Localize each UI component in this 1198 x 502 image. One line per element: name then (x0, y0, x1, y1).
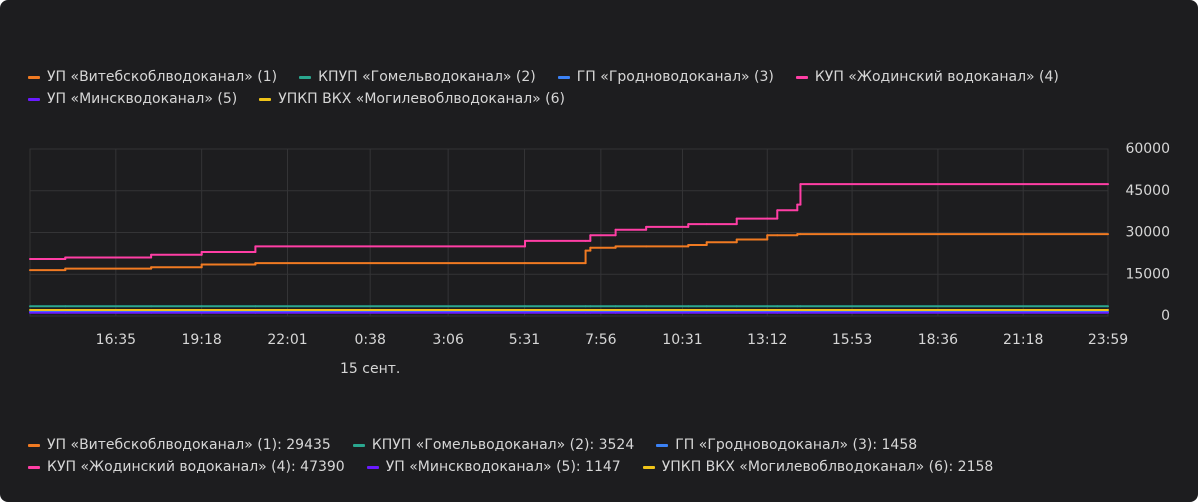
y-tick-label: 15000 (1125, 266, 1170, 282)
legend-values: УП «Витебскоблводоканал» (1): 29435 КПУП … (28, 437, 1148, 475)
legend-label: УПКП ВКХ «Могилевоблводоканал» (6) (278, 91, 565, 107)
legend-label: УП «Витебскоблводоканал» (1) (47, 69, 278, 85)
y-tick-label: 30000 (1125, 225, 1170, 241)
legend-swatch (642, 465, 655, 469)
x-tick-label: 15:53 (832, 332, 872, 348)
x-tick-label: 19:18 (181, 332, 221, 348)
legend-label: КПУП «Гомельводоканал» (2): 3524 (371, 437, 635, 453)
y-tick-label: 0 (1161, 308, 1170, 324)
x-tick-label: 3:06 (432, 332, 464, 348)
legend-swatch (28, 75, 40, 79)
legend-swatch (28, 465, 40, 469)
legend-swatch (366, 465, 379, 469)
legend-item[interactable]: ГП «Гродноводоканал» (3): 1458 (656, 437, 917, 453)
x-tick-label: 23:59 (1088, 332, 1128, 348)
legend-item[interactable]: УП «Витебскоблводоканал» (1) (28, 69, 277, 85)
legend-label: УП «Витебскоблводоканал» (1): 29435 (47, 437, 331, 453)
legend-swatch (28, 97, 40, 101)
x-tick-label: 22:01 (267, 332, 307, 348)
legend-item[interactable]: УПКП ВКХ «Могилевоблводоканал» (6) (259, 91, 565, 107)
legend-swatch (352, 443, 365, 447)
legend-label: КПУП «Гомельводоканал» (2) (318, 69, 536, 85)
legend-item[interactable]: УП «Витебскоблводоканал» (1): 29435 (28, 437, 331, 453)
legend-label: УП «Минскводоканал» (5): 1147 (385, 459, 621, 475)
legend-item[interactable]: КПУП «Гомельводоканал» (2) (299, 69, 536, 85)
legend-swatch (795, 75, 808, 79)
legend-label: ГП «Гродноводоканал» (3): 1458 (675, 437, 918, 453)
legend-item[interactable]: УП «Минскводоканал» (5) (28, 91, 237, 107)
legend-item[interactable]: КПУП «Гомельводоканал» (2): 3524 (352, 437, 635, 453)
legend-item[interactable]: УП «Минскводоканал» (5): 1147 (366, 459, 621, 475)
legend-label: КУП «Жодинский водоканал» (4) (814, 69, 1059, 85)
legend-item[interactable]: КУП «Жодинский водоканал» (4) (795, 69, 1059, 85)
legend-swatch (299, 75, 312, 79)
x-tick-label: 0:38 (354, 332, 385, 348)
x-tick-label: 13:12 (747, 332, 787, 348)
legend-item[interactable]: ГП «Гродноводоканал» (3) (557, 69, 774, 85)
x-tick-label: 10:31 (662, 332, 702, 348)
y-tick-label: 60000 (1125, 141, 1170, 157)
x-tick-label: 5:31 (509, 332, 540, 348)
legend-label: КУП «Жодинский водоканал» (4): 47390 (47, 459, 345, 475)
legend-item[interactable]: КУП «Жодинский водоканал» (4): 47390 (28, 459, 345, 475)
x-date-label: 15 сент. (340, 361, 400, 377)
x-tick-label: 21:18 (1003, 332, 1043, 348)
legend-swatch (259, 97, 272, 101)
legend-label: УПКП ВКХ «Могилевоблводоканал» (6): 2158 (661, 459, 994, 475)
legend: УП «Витебскоблводоканал» (1) КПУП «Гомель… (28, 69, 1148, 107)
legend-item[interactable]: УПКП ВКХ «Могилевоблводоканал» (6): 2158 (642, 459, 994, 475)
legend-swatch (28, 443, 40, 447)
x-tick-label: 18:36 (918, 332, 958, 348)
legend-label: УП «Минскводоканал» (5) (47, 91, 238, 107)
legend-label: ГП «Гродноводоканал» (3) (576, 69, 774, 85)
y-tick-label: 45000 (1125, 183, 1170, 199)
legend-swatch (656, 443, 669, 447)
legend-swatch (557, 75, 570, 79)
x-tick-label: 16:35 (96, 332, 136, 348)
x-tick-label: 7:56 (585, 332, 617, 348)
